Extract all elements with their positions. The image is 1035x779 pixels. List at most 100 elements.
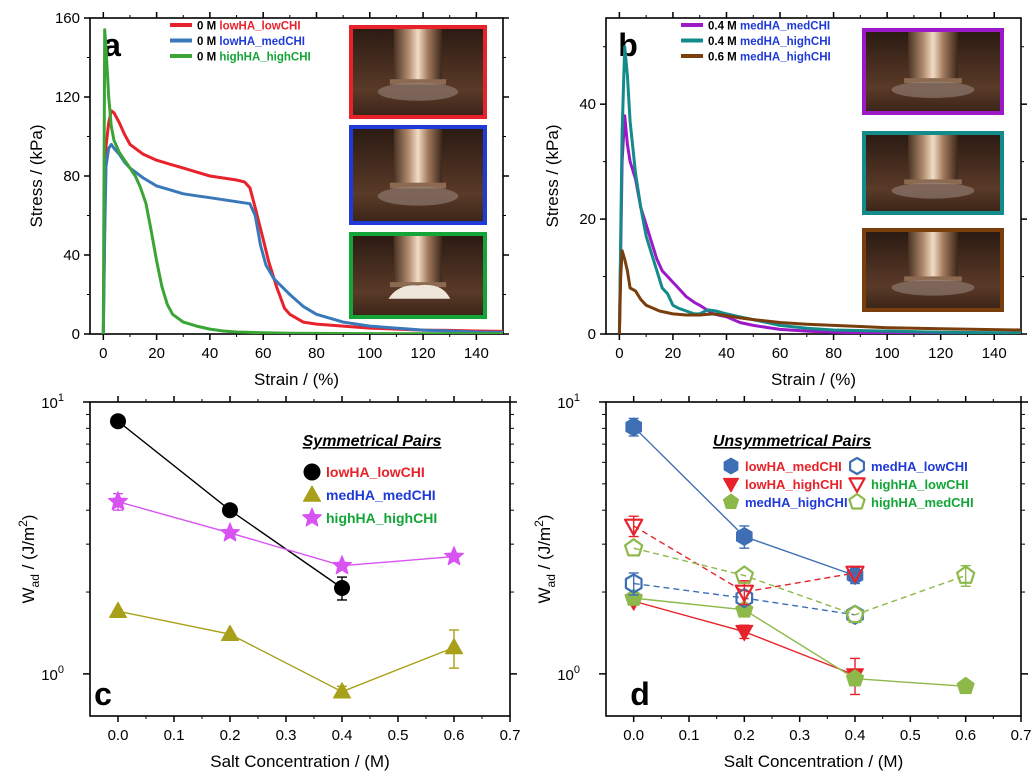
y-tick-label: 80 [63,168,80,185]
data-point-highHA_highCHI [220,522,240,542]
inset-punch-base [904,179,962,185]
x-tick-label: 0.6 [955,727,976,744]
legend-marker [848,492,866,510]
panel-letter: c [94,676,112,712]
x-tick-label: 0.3 [276,727,297,744]
y-tick-label: 40 [579,96,596,113]
y-label-main: W [19,587,38,603]
x-tick-label: 140 [982,345,1007,362]
x-tick-label: 0.0 [623,727,644,744]
legend-label: lowHA_highCHI [745,477,843,492]
x-tick-label: 0.4 [332,727,353,744]
legend-label: medHA_highCHI [740,36,831,48]
y-label-main: W [535,587,554,603]
y-label-end: ) [535,515,554,521]
x-tick-label: 80 [825,345,842,362]
y-label-rest: / (J/m [535,527,554,574]
series-line-medHA_highCHI [633,597,966,687]
legend-prefix: 0 M [197,36,219,48]
data-point-highHA_lowCHI [845,565,865,584]
x-tick-label: 0.3 [789,727,810,744]
inset-sample [377,186,459,206]
inset-punch [908,230,958,280]
x-tick-label: 120 [411,345,436,362]
inset-punch [393,127,443,187]
legend-entry: 0.4 M medHA_highCHI [708,36,831,48]
x-axis-label: Strain / (%) [771,370,856,389]
y-label-sub: ad [544,574,558,587]
inset-punch-base [389,79,447,85]
x-tick-label: 100 [357,345,382,362]
data-point-highHA_medCHI [956,565,976,584]
x-tick-label: 20 [665,345,682,362]
series-line-medHA_highCHI [617,45,1021,334]
legend-label: highHA_medCHI [871,495,974,510]
y-tick-base: 10 [41,395,58,412]
y-axis-label: Stress / (kPa) [27,125,46,228]
inset-b-1 [862,28,1004,115]
legend-marker [722,493,740,509]
legend-prefix: 0.4 M [708,36,740,48]
inset-frame [862,131,1004,215]
x-tick-label: 120 [928,345,953,362]
x-tick-label: 0.6 [444,727,465,744]
legend-marker [848,477,866,494]
legend-label: highHA_highCHI [219,52,310,64]
x-tick-label: 0.1 [679,727,700,744]
legend-title: Symmetrical Pairs [303,433,442,450]
inset-punch-base [904,276,962,282]
inset-frame [349,25,487,119]
y-tick-exp: 0 [574,664,580,676]
x-tick-label: 60 [255,345,272,362]
plot-frame [605,17,1022,335]
data-point-lowHA_medCHI [625,417,642,437]
inset-punch [908,133,958,183]
inset-frame [349,232,487,319]
inset-punch-base [904,78,962,84]
data-point-medHA_medCHI [220,624,240,641]
data-point-highHA_lowCHI [624,518,644,537]
data-point-highHA_medCHI [845,604,865,624]
y-label-sup: 2 [532,520,546,527]
series-line-highHA_highCHI [117,501,455,567]
series-line-lowHA_lowCHI [101,109,503,334]
series-line-highHA_medCHI [633,547,966,616]
inset-punch-base [389,182,447,189]
y-axis-label: Wad / (J/m2) [532,515,558,604]
legend-prefix: 0.6 M [708,52,740,64]
inset-sample [388,284,451,299]
x-tick-label: 0.4 [845,727,866,744]
data-point-highHA_lowCHI [734,584,754,603]
inset-sample [891,182,975,199]
inset-frame [862,28,1004,115]
y-axis-label: Wad / (J/m2) [16,515,42,604]
legend-entry: 0.4 M medHA_medCHI [708,21,830,33]
x-tick-label: 0 [615,345,623,362]
legend-label: lowHA_medCHI [745,459,842,474]
legend-label: lowHA_lowCHI [326,464,425,480]
y-label-end: ) [19,515,38,521]
legend-prefix: 0 M [197,52,219,64]
plot-area [101,28,503,334]
y-tick-exp: 1 [574,392,580,404]
legend-label: medHA_highCHI [745,495,848,510]
inset-frame [862,228,1004,312]
x-tick-label: 0.0 [108,727,129,744]
y-tick-label: 120 [55,89,80,106]
plot-frame [605,401,1022,717]
inset-punch [908,30,958,82]
inset-punch [393,234,443,286]
inset-sample [891,279,975,296]
x-tick-label: 80 [308,345,325,362]
x-axis-label: Strain / (%) [254,370,339,389]
y-axis-label: Stress / (kPa) [543,125,562,228]
panel-a: 0 20 40 60 80 100 120 140 0 40 80 120 160 Strain / (%… [27,10,509,389]
x-tick-label: 0.2 [734,727,755,744]
x-tick-label: 140 [464,345,489,362]
y-tick-label: 100 [41,664,64,684]
legend-prefix: 0.4 M [708,21,740,33]
legend-entry: 0 M lowHA_lowCHI [197,21,301,33]
